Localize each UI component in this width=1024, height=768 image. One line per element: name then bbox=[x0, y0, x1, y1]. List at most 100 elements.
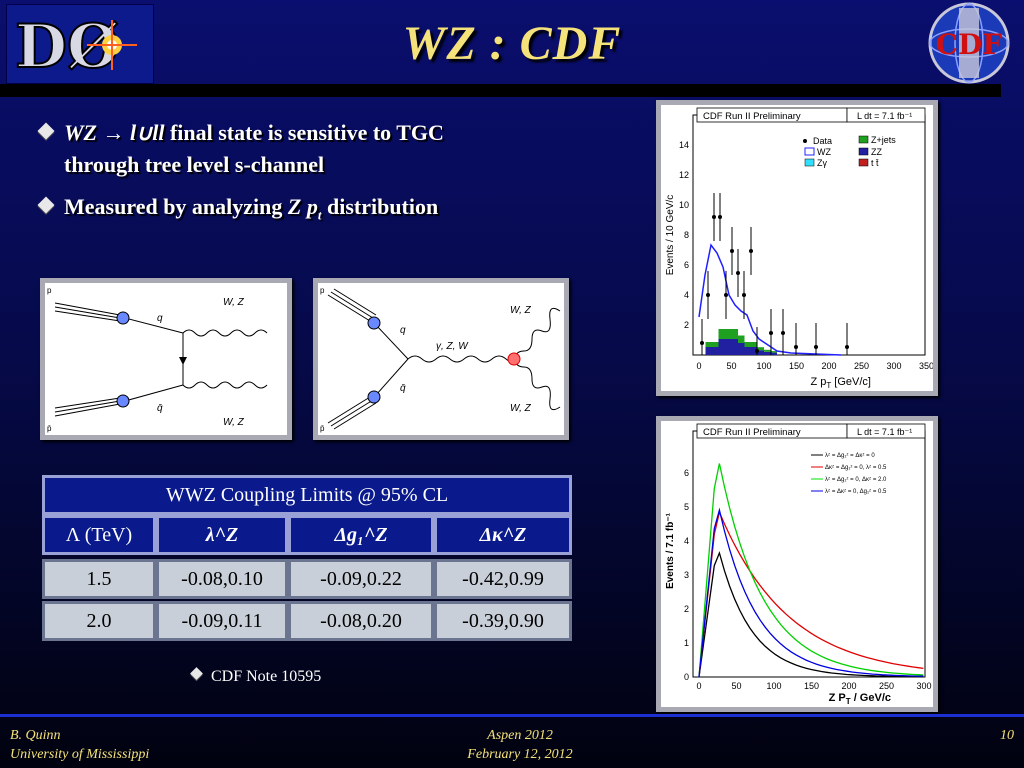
plot2-curves bbox=[698, 463, 924, 678]
d2-label-pbar: p̄ bbox=[320, 424, 325, 433]
bullet-2-text: Measured by analyzing bbox=[64, 194, 288, 219]
plot2-xtick: 200 bbox=[841, 681, 856, 691]
plot2-xtick: 300 bbox=[916, 681, 931, 691]
plot1-legend-zgamma: Zγ bbox=[817, 158, 827, 168]
plot1-bar-zz bbox=[751, 347, 758, 355]
plot1-data-point bbox=[724, 293, 728, 297]
footer-author-name: B. Quinn bbox=[10, 728, 61, 743]
plot1-bar-zjets bbox=[744, 342, 751, 347]
plot1-xtick: 150 bbox=[789, 361, 804, 371]
page-number: 10 bbox=[1000, 728, 1014, 743]
plot2-xtick: 250 bbox=[879, 681, 894, 691]
plot1-data-point bbox=[742, 293, 746, 297]
plot1-bar-zz bbox=[705, 347, 712, 355]
plot1-legend-wz: WZ bbox=[817, 147, 831, 157]
d1-label-q: q bbox=[157, 313, 163, 324]
d2-label-q: q bbox=[400, 325, 406, 336]
plot1-data-point bbox=[749, 249, 753, 253]
plot2-legend-sm: λᶻ = Δg₁ᶻ = Δκᶻ = 0 bbox=[825, 453, 875, 459]
plot1-legend-zjets: Z+jets bbox=[871, 135, 896, 145]
bullet-1-math: WZ → l∪ll bbox=[64, 120, 165, 145]
plot1-bar-zjets bbox=[731, 329, 738, 339]
bullet-2: Measured by analyzing Z pt distribution bbox=[37, 192, 439, 230]
bullet-2-sub: t bbox=[317, 207, 322, 223]
bullet-2-rest: distribution bbox=[321, 194, 439, 219]
table-cell: -0.08,0.20 bbox=[288, 601, 434, 641]
plot1-xtick: 200 bbox=[821, 361, 836, 371]
plot1-xtick: 250 bbox=[854, 361, 869, 371]
bullet-1-line2: through tree level s-channel bbox=[64, 152, 325, 177]
plot1-bar-zjets bbox=[751, 342, 758, 347]
plot1-data-point bbox=[769, 331, 773, 335]
footer-event-date: February 12, 2012 bbox=[467, 747, 573, 762]
plot2-legend-kappa: λᶻ = Δg₁ᶻ = 0, Δκᶻ = 2.0 bbox=[825, 477, 887, 483]
plot2-xlabel: Z PT / GeV/c bbox=[829, 692, 891, 706]
table-cell: 2.0 bbox=[42, 601, 156, 641]
table-cell: -0.09,0.11 bbox=[156, 601, 288, 641]
zpt-data-plot: CDF Run II Preliminary L dt = 7.1 fb⁻¹ D… bbox=[656, 100, 938, 396]
plot2-curve-g1 bbox=[698, 507, 924, 678]
bullet-diamond-icon bbox=[190, 667, 203, 680]
plot1-bar-zjets bbox=[757, 347, 764, 351]
plot1-xtick: 0 bbox=[696, 361, 701, 371]
plot2-xtick: 0 bbox=[696, 681, 701, 691]
zpt-anomalous-coupling-plot: CDF Run II Preliminary L dt = 7.1 fb⁻¹ λ… bbox=[656, 416, 938, 712]
d2-label-boson: γ, Z, W bbox=[436, 341, 469, 352]
plot1-histogram bbox=[698, 193, 849, 356]
plot1-ytick: 14 bbox=[679, 140, 689, 150]
plot1-lumi: L dt = 7.1 fb⁻¹ bbox=[857, 111, 912, 121]
plot2-header: CDF Run II Preliminary bbox=[703, 427, 801, 438]
coupling-limits-table: WWZ Coupling Limits @ 95% CL Λ (TeV) λ^Z… bbox=[42, 475, 572, 645]
table-title: WWZ Coupling Limits @ 95% CL bbox=[42, 475, 572, 515]
plot1-bar-zz bbox=[712, 347, 719, 355]
plot1-data-point bbox=[730, 249, 734, 253]
bullet-diamond-icon bbox=[37, 196, 55, 214]
d1-label-p: p bbox=[47, 286, 52, 295]
table-header: λ^Z bbox=[156, 515, 288, 555]
d1-label-qbar: q̄ bbox=[157, 403, 163, 414]
plot1-data-point bbox=[712, 215, 716, 219]
footer-author-affiliation: University of Mississippi bbox=[10, 747, 150, 762]
footer-event-name: Aspen 2012 bbox=[487, 728, 553, 743]
plot2-curve-lambda bbox=[698, 510, 924, 678]
plot1-legend-data: Data bbox=[813, 136, 832, 146]
page-title: WZ : CDF bbox=[402, 17, 622, 70]
table-cell: 1.5 bbox=[42, 559, 156, 599]
plot1-bar-zz bbox=[757, 350, 764, 355]
plot2-curve-kappa bbox=[698, 463, 924, 678]
plot1-ytick: 6 bbox=[684, 260, 689, 270]
plot2-xtick: 100 bbox=[766, 681, 781, 691]
table-cell: -0.42,0.99 bbox=[434, 559, 572, 599]
plot2-legend-g1: λᶻ = Δκᶻ = 0, Δg₁ᶻ = 0.5 bbox=[825, 489, 887, 495]
d2-label-qbar: q̄ bbox=[400, 383, 406, 394]
plot1-data-point bbox=[700, 341, 704, 345]
plot1-ytick: 4 bbox=[684, 290, 689, 300]
table-header: Δg₁^Z bbox=[288, 515, 434, 555]
plot1-data-point bbox=[718, 215, 722, 219]
plot1-bar-zjets bbox=[725, 329, 732, 339]
footer-rule bbox=[0, 714, 1024, 717]
plot1-header: CDF Run II Preliminary bbox=[703, 111, 801, 122]
plot1-bar-zz bbox=[764, 351, 771, 355]
plot2-ylabel: Events / 7.1 fb⁻¹ bbox=[665, 512, 676, 589]
plot1-bar-zjets bbox=[718, 329, 725, 339]
feynman-diagram-s-channel: q γ, Z, W W, Z q̄ W, Z p p̄ bbox=[313, 278, 569, 440]
footer-event: Aspen 2012 February 12, 2012 bbox=[420, 726, 620, 764]
table-cell: -0.09,0.22 bbox=[288, 559, 434, 599]
table-header: Λ (TeV) bbox=[42, 515, 156, 555]
plot2-ytick: 2 bbox=[684, 604, 689, 614]
plot2-ytick: 1 bbox=[684, 638, 689, 648]
plot1-xtick: 100 bbox=[756, 361, 771, 371]
d1-label-wz-bottom: W, Z bbox=[223, 417, 245, 428]
plot2-ytick: 0 bbox=[684, 672, 689, 682]
plot1-ytick: 10 bbox=[679, 200, 689, 210]
feynman-diagram-t-channel: q W, Z q̄ W, Z p p̄ bbox=[40, 278, 292, 440]
bullet-2-math: Z p bbox=[287, 194, 318, 219]
footer-author: B. Quinn University of Mississippi bbox=[10, 726, 149, 764]
plot2-xtick: 150 bbox=[804, 681, 819, 691]
plot2-ytick: 3 bbox=[684, 570, 689, 580]
plot1-data-point bbox=[706, 293, 710, 297]
table-cell: -0.08,0.10 bbox=[156, 559, 288, 599]
header-rule bbox=[0, 84, 1001, 97]
